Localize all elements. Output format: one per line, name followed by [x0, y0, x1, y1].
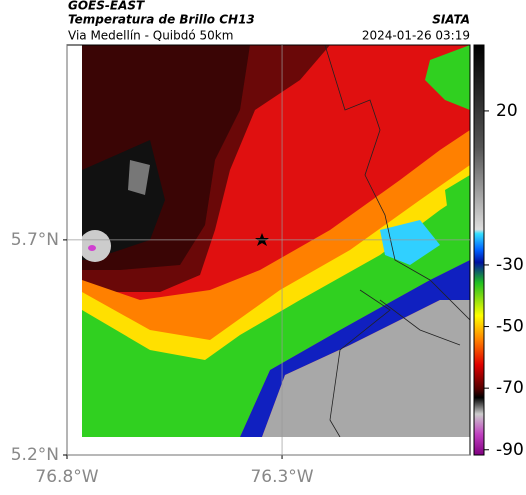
colorbar [473, 44, 485, 456]
location: Via Medellín - Quibdó 50km [68, 29, 233, 43]
colorbar-tick-label: -70 [496, 378, 524, 398]
y-tick-label: 5.2°N [11, 445, 59, 465]
colorbar-tick-label: -30 [496, 255, 524, 275]
subtitle: Temperatura de Brillo CH13 [68, 13, 255, 27]
colorbar-tick-label: -50 [496, 317, 524, 337]
colorbar-tick-label: 20 [496, 101, 518, 121]
location-marker [255, 233, 269, 246]
brightness-field [82, 45, 470, 437]
source: SIATA [432, 13, 470, 27]
x-tick-label: 76.8°W [35, 467, 98, 487]
title: GOES-EAST [68, 0, 145, 13]
datetime: 2024-01-26 03:19 [362, 29, 470, 43]
x-tick-label: 76.3°W [250, 467, 313, 487]
y-tick-label: 5.7°N [11, 230, 59, 250]
colorbar-tick-label: -90 [496, 440, 524, 460]
